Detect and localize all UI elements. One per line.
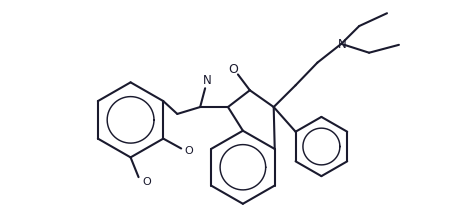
Text: O: O <box>185 146 194 157</box>
Text: N: N <box>203 74 212 87</box>
Text: N: N <box>338 38 346 51</box>
Text: O: O <box>228 63 238 76</box>
Text: O: O <box>142 177 151 187</box>
